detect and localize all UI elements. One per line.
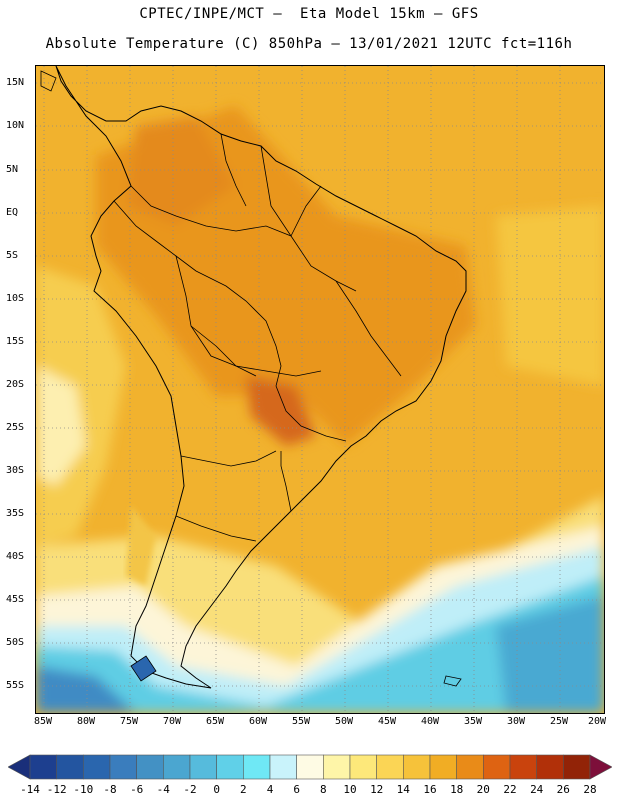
lat-label: 25S [6, 422, 25, 433]
colorbar-tick-label: -10 [73, 783, 94, 796]
colorbar-tick-label: 6 [293, 783, 300, 796]
colorbar-high-arrow [589, 754, 612, 780]
lat-label: 45S [6, 594, 25, 605]
lon-label: 35W [463, 716, 483, 727]
colorbar-cell [56, 754, 84, 780]
colorbar-tick-label: 18 [450, 783, 464, 796]
field-pacific-pale [36, 366, 86, 486]
colorbar-cell [483, 754, 511, 780]
map-title-line2: Absolute Temperature (C) 850hPa – 13/01/… [45, 36, 573, 52]
colorbar-tick-label: -12 [46, 783, 67, 796]
lat-label: 20S [6, 379, 25, 390]
lon-label: 65W [205, 716, 225, 727]
colorbar-tick-label: 0 [213, 783, 220, 796]
lat-label: 15S [6, 336, 25, 347]
lon-label: 55W [291, 716, 311, 727]
colorbar-tick-label: -4 [156, 783, 170, 796]
field-warm-north [126, 116, 236, 226]
country-borders [113, 133, 402, 542]
colorbar-tick-label: 4 [266, 783, 274, 796]
temperature-map[interactable] [35, 65, 605, 714]
colorbar-tick-label: 16 [423, 783, 437, 796]
lon-label: 45W [377, 716, 397, 727]
lon-label: 70W [162, 716, 182, 727]
colorbar-cell [296, 754, 324, 780]
field-atlantic-light [496, 206, 604, 386]
south-america-coastline [55, 66, 467, 689]
colorbar-cell [243, 754, 271, 780]
lat-label: 55S [6, 680, 25, 691]
lat-label: 5N [6, 164, 19, 175]
lat-label: 35S [6, 508, 25, 519]
field-andes-cool [126, 506, 156, 586]
colorbar-tick-label: 24 [530, 783, 544, 796]
lat-label: 10N [6, 120, 25, 131]
graticule [36, 66, 604, 713]
colorbar-cell [29, 754, 57, 780]
lon-label: 85W [33, 716, 53, 727]
colorbar-low-arrow [8, 754, 31, 780]
lat-label: 10S [6, 293, 25, 304]
field-south-blue [36, 666, 136, 713]
field-south-cyan [36, 576, 604, 713]
colorbar-cell [376, 754, 404, 780]
lat-label: EQ [6, 207, 19, 218]
lat-label: 5S [6, 250, 19, 261]
colorbar-tick-label: 14 [396, 783, 410, 796]
colorbar-cell [429, 754, 457, 780]
colorbar-cell [349, 754, 377, 780]
colorbar-tick-label: 2 [239, 783, 247, 796]
colorbar-cell [563, 754, 591, 780]
lon-label: 60W [248, 716, 268, 727]
lon-label: 25W [549, 716, 569, 727]
falkland-islands [443, 675, 462, 687]
lat-label: 30S [6, 465, 25, 476]
colorbar-cell [163, 754, 191, 780]
lon-label: 75W [119, 716, 139, 727]
colorbar-cell [403, 754, 431, 780]
colorbar-cell [323, 754, 351, 780]
map-title-line1: CPTEC/INPE/MCT – Eta Model 15km – GFS [139, 6, 479, 22]
lat-label: 50S [6, 637, 25, 648]
colorbar-cell [269, 754, 297, 780]
colorbar-cell [136, 754, 164, 780]
colorbar-cell [83, 754, 111, 780]
lon-label: 50W [334, 716, 354, 727]
lat-label: 40S [6, 551, 25, 562]
lon-label: 80W [76, 716, 96, 727]
colorbar [8, 754, 612, 780]
tierra-del-fuego [130, 655, 157, 682]
colorbar-cell [509, 754, 537, 780]
colorbar-tick-label: 12 [370, 783, 384, 796]
colorbar-cell [189, 754, 217, 780]
colorbar-tick-label: 20 [476, 783, 490, 796]
lon-label: 20W [587, 716, 607, 727]
colorbar-tick-label: 10 [343, 783, 357, 796]
field-southeast-blue [496, 596, 604, 713]
colorbar-tick-label: -14 [20, 783, 40, 796]
colorbar-tick-label: -2 [183, 783, 197, 796]
colorbar-tick-label: 26 [556, 783, 570, 796]
colorbar-tick-label: 22 [503, 783, 517, 796]
lon-label: 40W [420, 716, 440, 727]
temperature-map-canvas [36, 66, 604, 713]
caribbean-outline [40, 70, 57, 92]
colorbar-cells [29, 754, 591, 780]
field-hot-spot [246, 376, 316, 446]
colorbar-cell [109, 754, 137, 780]
colorbar-tick-label: -6 [130, 783, 144, 796]
lon-label: 30W [506, 716, 526, 727]
colorbar-cell [536, 754, 564, 780]
colorbar-tick-label: 28 [583, 783, 597, 796]
lat-label: 15N [6, 77, 25, 88]
colorbar-cell [216, 754, 244, 780]
colorbar-cell [456, 754, 484, 780]
colorbar-tick-label: -8 [103, 783, 117, 796]
colorbar-tick-label: 8 [319, 783, 327, 796]
